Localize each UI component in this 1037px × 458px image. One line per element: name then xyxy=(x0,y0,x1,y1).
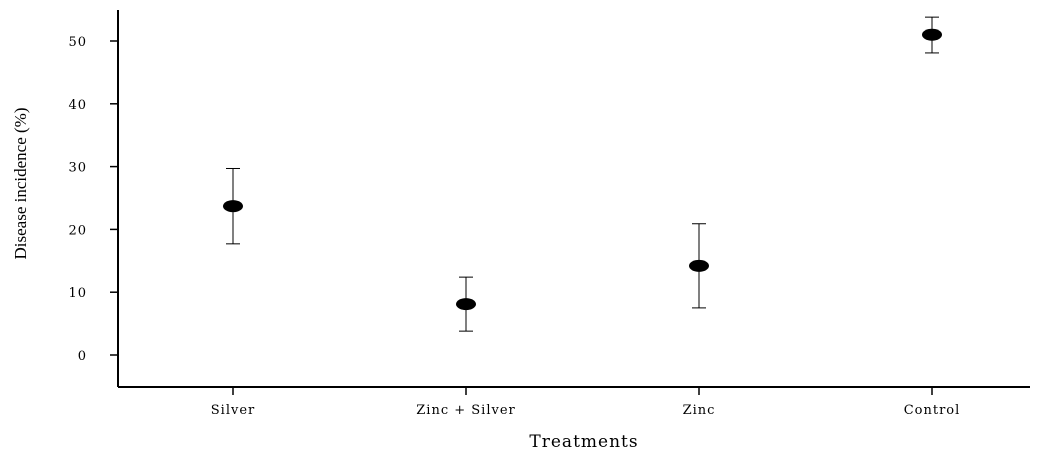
data-series xyxy=(223,16,942,332)
x-tick-label: Zinc + Silver xyxy=(416,403,515,418)
y-tick-label: 0 xyxy=(78,349,87,364)
y-tick-label: 50 xyxy=(68,35,87,50)
x-tick-label: Zinc xyxy=(683,403,716,418)
data-point xyxy=(922,28,942,41)
x-tick-label: Control xyxy=(904,403,961,418)
y-tick-label: 40 xyxy=(68,98,87,113)
data-point-group xyxy=(689,223,709,309)
x-axis-ticks: Silver Zinc + Silver Zinc Control xyxy=(211,387,961,418)
x-tick-label: Silver xyxy=(211,403,255,418)
y-axis-title: Disease incidence (%) xyxy=(11,108,30,260)
data-point xyxy=(689,259,709,272)
y-axis-ticks: 0 10 20 30 40 50 xyxy=(68,35,118,364)
y-tick-label: 20 xyxy=(68,223,87,238)
data-point-group xyxy=(223,167,243,245)
data-point xyxy=(223,200,243,213)
data-point-group xyxy=(456,276,476,332)
y-tick-label: 10 xyxy=(68,286,87,301)
x-axis-title: Treatments xyxy=(529,432,638,452)
data-point xyxy=(456,298,476,311)
y-tick-label: 30 xyxy=(68,161,87,176)
data-point-group xyxy=(922,16,942,54)
